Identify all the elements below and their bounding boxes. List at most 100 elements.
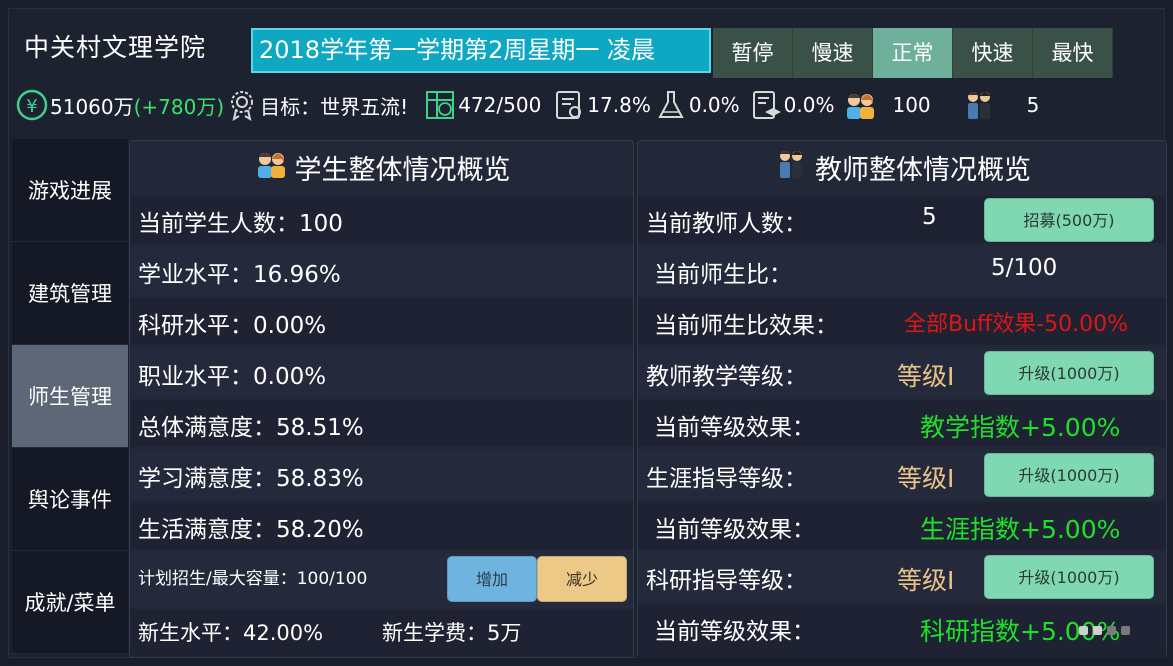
money-gain: (+780万)	[133, 94, 225, 119]
overall-satisfaction: 总体满意度：58.51%	[138, 415, 364, 441]
upgrade-research-button[interactable]: 升级(1000万)	[984, 555, 1154, 599]
ratio-effect-value: 全部Buff效果-50.00%	[904, 312, 1129, 337]
page-dot	[1093, 626, 1102, 635]
academic-level: 学业水平：16.96%	[138, 262, 341, 288]
sidebar-item-public-events[interactable]: 舆论事件	[12, 448, 128, 551]
upgrade-teaching-button[interactable]: 升级(1000万)	[984, 351, 1154, 395]
teaching-effect-value: 教学指数+5.00%	[920, 413, 1121, 442]
career-level: 职业水平：0.00%	[138, 364, 327, 390]
career-value: 0.0%	[783, 93, 835, 117]
teacher-count-row: 当前教师人数： 5 招募(500万)	[638, 196, 1166, 243]
academic-level-row: 学业水平：16.96%	[130, 247, 633, 294]
career-guidance-row: 生涯指导等级： 等级I 升级(1000万)	[638, 451, 1166, 498]
teaching-level-value: 等级I	[897, 362, 955, 391]
career-effect-value: 生涯指数+5.00%	[920, 515, 1121, 544]
speed-slow-button[interactable]: 慢速	[793, 28, 873, 78]
research-effect-label: 当前等级效果：	[654, 619, 815, 645]
career-stat: 0.0%	[748, 87, 835, 123]
research-effect-row: 当前等级效果： 科研指数+5.00%	[638, 604, 1166, 658]
increase-enrollment-button[interactable]: 增加	[447, 556, 537, 602]
page-dot	[1107, 626, 1116, 635]
study-satisfaction-row: 学习满意度：58.83%	[130, 451, 633, 498]
teachers-stat: 5	[961, 87, 1040, 123]
ratio-effect-row: 当前师生比效果： 全部Buff效果-50.00%	[638, 298, 1166, 345]
academic-value: 17.8%	[587, 93, 651, 117]
sidebar-item-game-progress[interactable]: 游戏进展	[12, 139, 128, 242]
students-panel-title-text: 学生整体情况概览	[294, 155, 511, 186]
speed-fastest-button[interactable]: 最快	[1033, 28, 1113, 78]
teaching-effect-label: 当前等级效果：	[654, 415, 815, 441]
capacity-stat: 472/500	[422, 87, 541, 123]
goal-text: 目标：世界五流!	[260, 94, 409, 119]
research-value: 0.0%	[688, 93, 740, 117]
speed-pause-button[interactable]: 暂停	[713, 28, 793, 78]
career-guidance-level: 等级I	[897, 464, 955, 493]
school-name: 中关村文理学院	[24, 33, 207, 62]
students-icon	[253, 147, 289, 188]
teacher-count-value: 5	[922, 204, 937, 230]
sidebar: 游戏进展 建筑管理 师生管理 舆论事件 成就/菜单	[12, 139, 128, 657]
study-satisfaction: 学习满意度：58.83%	[138, 466, 364, 492]
recruit-teacher-button[interactable]: 招募(500万)	[984, 198, 1154, 242]
speed-controls: 暂停 慢速 正常 快速 最快	[713, 28, 1113, 78]
capacity-value: 472/500	[458, 93, 542, 117]
research-guidance-level: 等级I	[897, 566, 955, 595]
freshman-row: 新生水平：42.00% 新生学费：5万	[130, 609, 633, 656]
money-stat: ¥ 51060万 (+780万)	[14, 87, 224, 123]
research-level-row: 科研水平：0.00%	[130, 298, 633, 345]
life-satisfaction: 生活满意度：58.20%	[138, 517, 364, 543]
speed-normal-button[interactable]: 正常	[873, 28, 953, 78]
research-stat: 0.0%	[653, 87, 740, 123]
ratio-effect-label: 当前师生比效果：	[654, 313, 838, 339]
freshman-tuition: 新生学费：5万	[382, 621, 522, 645]
career-effect-row: 当前等级效果： 生涯指数+5.00%	[638, 502, 1166, 549]
page-dot	[1121, 626, 1130, 635]
ratio-label: 当前师生比：	[654, 262, 792, 288]
teaching-effect-row: 当前等级效果： 教学指数+5.00%	[638, 400, 1166, 447]
research-guidance-row: 科研指导等级： 等级I 升级(1000万)	[638, 553, 1166, 600]
student-count: 当前学生人数：100	[138, 211, 343, 237]
speed-fast-button[interactable]: 快速	[953, 28, 1033, 78]
teachers-count: 5	[1026, 93, 1040, 117]
career-effect-label: 当前等级效果：	[654, 517, 815, 543]
teachers-panel-title-text: 教师整体情况概览	[815, 155, 1031, 186]
yen-coin-icon: ¥	[14, 87, 50, 123]
academic-report-icon	[551, 87, 587, 123]
decrease-enrollment-button[interactable]: 减少	[537, 556, 627, 602]
research-guidance-label: 科研指导等级：	[646, 568, 807, 594]
overall-satisfaction-row: 总体满意度：58.51%	[130, 400, 633, 447]
stats-bar: ¥ 51060万 (+780万) 目标：世界五流! 472/500 17.8% …	[14, 83, 1039, 127]
teachers-overview-panel: 教师整体情况概览 当前教师人数： 5 招募(500万) 当前师生比： 5/100…	[637, 140, 1167, 658]
teaching-level-row: 教师教学等级： 等级I 升级(1000万)	[638, 349, 1166, 396]
award-badge-icon	[224, 87, 260, 123]
students-icon	[842, 87, 878, 123]
career-level-row: 职业水平：0.00%	[130, 349, 633, 396]
page-dot	[1079, 626, 1088, 635]
research-level: 科研水平：0.00%	[138, 313, 327, 339]
upgrade-career-button[interactable]: 升级(1000万)	[984, 453, 1154, 497]
sidebar-item-buildings[interactable]: 建筑管理	[12, 242, 128, 345]
date-display: 2018学年第一学期第2周星期一 凌晨	[251, 28, 711, 73]
page-indicator	[1079, 626, 1130, 635]
goal-stat: 目标：世界五流!	[224, 87, 408, 123]
academic-stat: 17.8%	[551, 87, 651, 123]
student-count-row: 当前学生人数：100	[130, 196, 633, 243]
teachers-panel-title: 教师整体情况概览	[638, 147, 1166, 188]
top-bar: 中关村文理学院 2018学年第一学期第2周星期一 凌晨 暂停 慢速 正常 快速 …	[8, 8, 1165, 78]
flask-icon	[653, 87, 689, 123]
ratio-value: 5/100	[991, 255, 1058, 281]
sidebar-item-faculty-students[interactable]: 师生管理	[12, 345, 128, 448]
students-overview-panel: 学生整体情况概览 当前学生人数：100 学业水平：16.96% 科研水平：0.0…	[129, 140, 634, 658]
students-count: 100	[892, 93, 931, 117]
sidebar-item-achievements-menu[interactable]: 成就/菜单	[12, 551, 128, 654]
graduation-doc-icon	[748, 87, 784, 123]
campus-building-icon	[422, 87, 458, 123]
enrollment-row: 计划招生/最大容量：100/100 增加 减少	[130, 553, 633, 608]
teacher-count-label: 当前教师人数：	[646, 211, 807, 237]
life-satisfaction-row: 生活满意度：58.20%	[130, 502, 633, 549]
money-value: 51060万	[50, 94, 134, 119]
teaching-level-label: 教师教学等级：	[646, 364, 807, 390]
teachers-icon	[961, 87, 997, 123]
students-panel-title: 学生整体情况概览	[130, 147, 633, 188]
svg-text:¥: ¥	[26, 96, 37, 117]
